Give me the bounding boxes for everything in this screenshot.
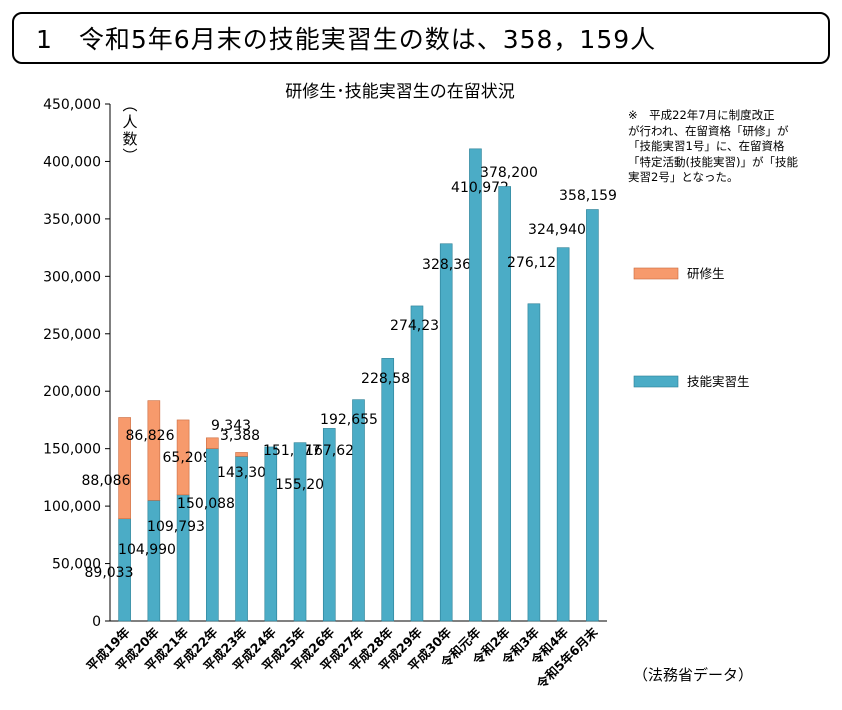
system-change-note: ※ 平成22年7月に制度改正 が行われ、在留資格「研修」が 「技能実習1号」に、…	[628, 108, 798, 184]
data-label-intern: 167,626	[305, 443, 363, 459]
data-label-intern: 151,477	[263, 443, 321, 459]
data-label-intern: 358,159	[559, 188, 617, 204]
bar-intern	[527, 303, 541, 622]
y-tick-label: 100,000	[43, 499, 101, 515]
data-label-intern: 324,940	[528, 222, 586, 238]
data-label-intern: 192,655	[320, 412, 378, 428]
data-label-intern: 274,233	[390, 318, 448, 334]
y-tick-label: 400,000	[43, 154, 101, 170]
bar-intern	[586, 209, 599, 622]
y-tick-label: 50,000	[52, 557, 101, 573]
bar-trainee	[206, 437, 219, 449]
legend-label-trainee: 研修生	[687, 266, 725, 281]
bar-trainee	[147, 400, 161, 501]
legend-swatch-trainee	[633, 267, 679, 280]
data-label-trainee: 65,209	[163, 450, 212, 466]
data-label-intern: 143,308	[217, 465, 275, 481]
bar-intern	[352, 399, 365, 622]
bar-intern	[235, 456, 248, 622]
legend-label-intern: 技能実習生	[687, 374, 750, 389]
y-tick-label: 250,000	[43, 327, 101, 343]
y-tick-label: 350,000	[43, 212, 101, 228]
data-label-intern: 378,200	[480, 165, 538, 181]
y-axis-label-char: ︵	[122, 96, 137, 114]
data-label-intern: 228,588	[361, 371, 419, 387]
data-label-trainee: 88,086	[82, 473, 131, 489]
chart-title: 研修生･技能実習生の在留状況	[285, 82, 515, 102]
data-label-intern: 150,088	[177, 496, 235, 512]
data-label-trainee: 3,388	[220, 428, 260, 444]
data-label-intern: 104,990	[118, 542, 176, 558]
bar-trainee	[235, 452, 248, 457]
bar-intern	[293, 442, 307, 622]
data-source: （法務省データ）	[633, 666, 754, 684]
data-label-trainee: 86,826	[126, 428, 175, 444]
bar-trainee	[118, 417, 131, 520]
bar-intern	[176, 494, 190, 622]
data-label-intern: 155,206	[275, 477, 333, 493]
bar-intern	[439, 243, 453, 622]
data-label-intern: 89,033	[85, 565, 134, 581]
bar-intern	[556, 247, 570, 622]
y-tick-label: 200,000	[43, 384, 101, 400]
data-label-intern: 410,972	[451, 180, 509, 196]
y-tick-label: 300,000	[43, 269, 101, 285]
bar-intern	[381, 358, 395, 622]
headline-text: 1 令和5年6月末の技能実習生の数は、358，159人	[36, 25, 657, 54]
data-label-trainee: 9,343	[211, 418, 251, 434]
y-tick-label: 450,000	[43, 97, 101, 113]
headline-box: 1 令和5年6月末の技能実習生の数は、358，159人	[12, 12, 830, 64]
y-tick-label: 0	[92, 614, 101, 630]
y-tick-label: 150,000	[43, 442, 101, 458]
data-label-intern: 328,360	[422, 257, 480, 273]
bar-intern	[498, 186, 511, 622]
data-label-intern: 276,123	[507, 255, 565, 271]
legend-swatch-intern	[633, 375, 679, 388]
y-axis-label-char: 人	[122, 113, 137, 131]
bar-trainee	[176, 419, 190, 496]
bar-intern	[410, 305, 424, 622]
y-axis-label-char: ︶	[122, 147, 137, 165]
bar-intern	[469, 148, 482, 622]
data-label-intern: 109,793	[147, 519, 205, 535]
y-axis-label-char: 数	[122, 130, 137, 148]
bar-intern	[322, 428, 336, 622]
bar-intern	[264, 446, 278, 622]
